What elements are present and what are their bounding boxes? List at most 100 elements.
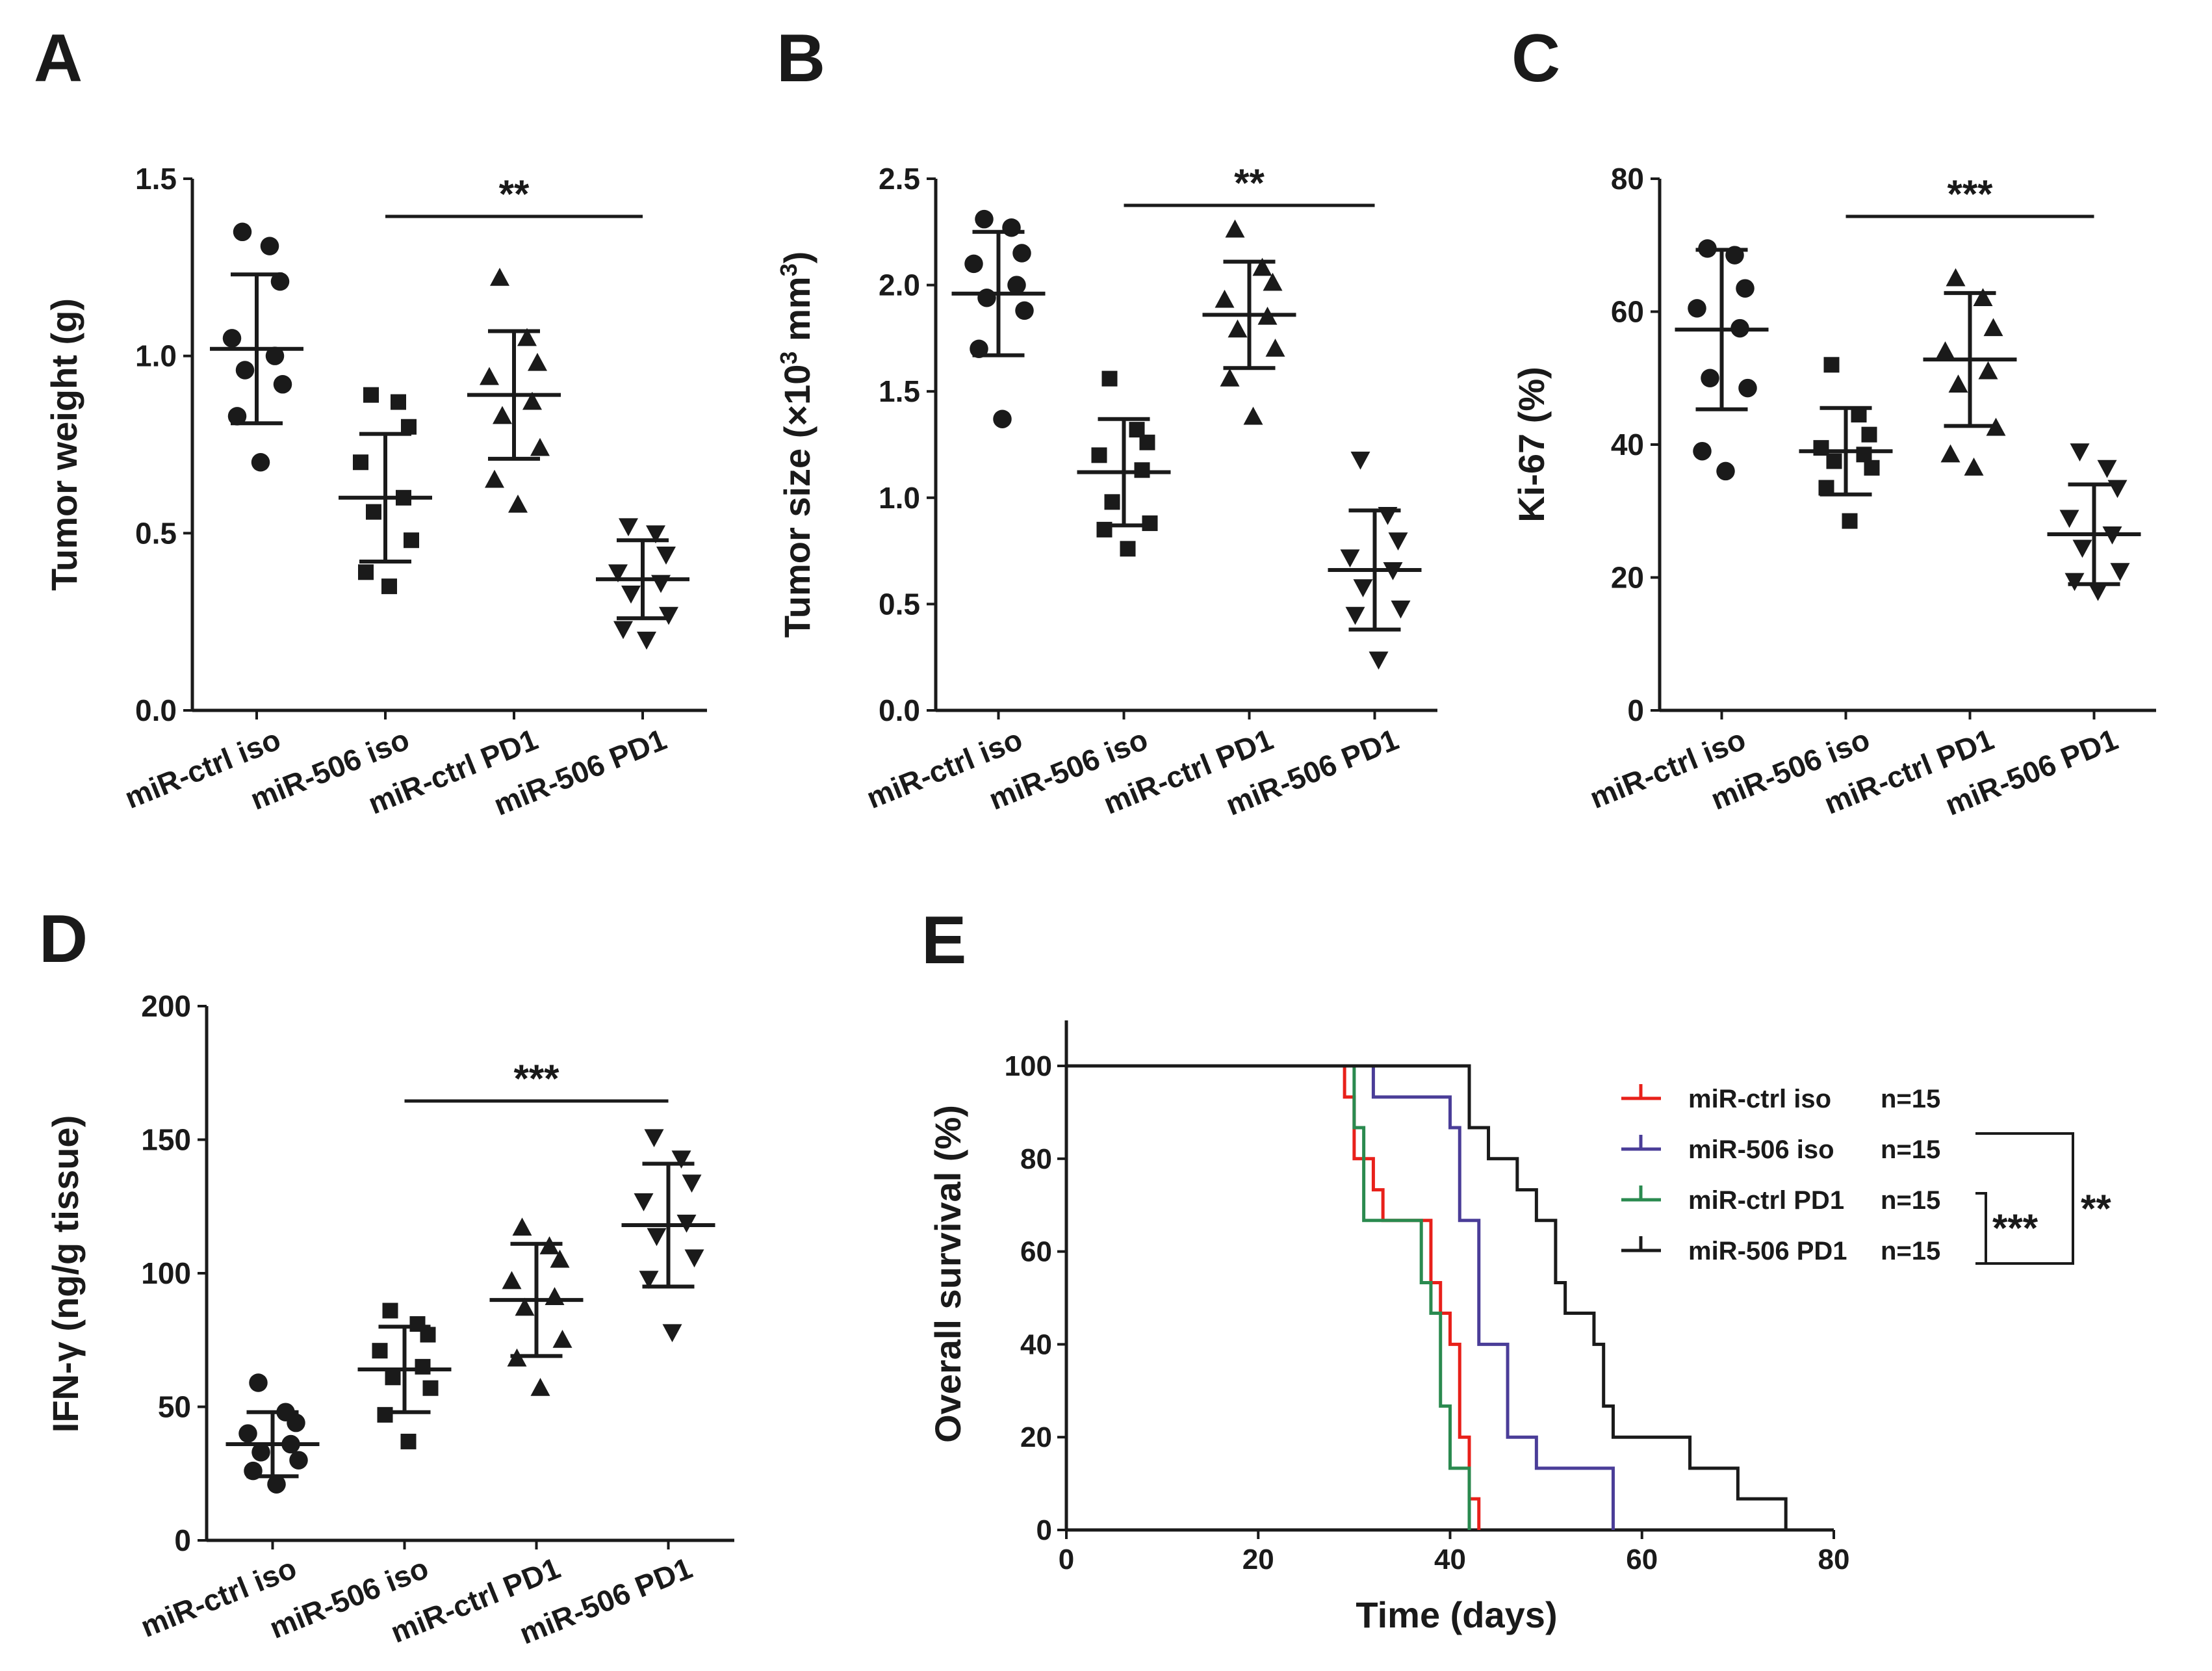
y-tick-label: 1.5 bbox=[879, 374, 920, 408]
y-tick-label: 40 bbox=[1020, 1328, 1052, 1360]
data-point-mir-ctrl-iso bbox=[1015, 301, 1034, 320]
data-point-mir-ctrl-pd1 bbox=[493, 406, 512, 424]
data-point-mir-ctrl-pd1 bbox=[480, 367, 499, 385]
data-point-mir-506-pd1 bbox=[608, 564, 628, 583]
data-point-mir-506-iso bbox=[422, 1380, 439, 1396]
x-axis-title: Time (days) bbox=[1356, 1594, 1557, 1635]
y-tick-label: 100 bbox=[141, 1256, 191, 1290]
data-point-mir-506-iso bbox=[1101, 370, 1118, 387]
data-point-mir-506-pd1 bbox=[619, 518, 638, 537]
y-tick-label: 1.0 bbox=[879, 481, 920, 515]
comparison-label-outer: ** bbox=[2081, 1187, 2111, 1230]
legend-n-mir-ctrl-pd1: n=15 bbox=[1881, 1186, 1940, 1215]
y-tick-label: 0.5 bbox=[135, 516, 177, 550]
x-tick-label: 60 bbox=[1626, 1544, 1658, 1575]
data-point-mir-506-iso bbox=[1864, 460, 1880, 476]
data-point-mir-ctrl-iso bbox=[227, 407, 247, 426]
y-tick-label: 20 bbox=[1020, 1421, 1052, 1453]
data-point-mir-506-iso bbox=[415, 1358, 431, 1375]
significance-label: *** bbox=[513, 1057, 559, 1100]
data-point-mir-ctrl-iso bbox=[1716, 461, 1735, 481]
data-point-mir-ctrl-pd1 bbox=[515, 1297, 535, 1316]
data-point-mir-506-iso bbox=[363, 387, 379, 403]
y-tick-label: 0 bbox=[174, 1523, 191, 1557]
data-point-mir-506-iso bbox=[400, 1433, 417, 1449]
data-point-mir-506-iso bbox=[1842, 513, 1858, 529]
survival-curve-mir-ctrl-pd1 bbox=[1066, 1064, 1471, 1530]
y-axis-title: Tumor weight (g) bbox=[44, 298, 84, 591]
panel-label: E bbox=[921, 903, 966, 978]
data-point-mir-ctrl-iso bbox=[270, 272, 290, 291]
survival-curve-mir-ctrl-iso bbox=[1066, 1064, 1481, 1530]
data-point-mir-ctrl-pd1 bbox=[1263, 272, 1283, 291]
data-point-mir-ctrl-iso bbox=[260, 237, 279, 255]
data-point-mir-506-pd1 bbox=[2097, 460, 2117, 478]
y-tick-label: 150 bbox=[141, 1123, 191, 1157]
data-point-mir-ctrl-pd1 bbox=[1243, 406, 1263, 425]
data-point-mir-506-iso bbox=[385, 1369, 401, 1386]
panel-label: B bbox=[777, 21, 825, 96]
data-point-mir-ctrl-iso bbox=[1012, 244, 1031, 263]
data-point-mir-ctrl-pd1 bbox=[485, 469, 504, 488]
data-point-mir-506-iso bbox=[1120, 541, 1136, 557]
legend-n-mir-ctrl-iso: n=15 bbox=[1881, 1085, 1940, 1113]
data-point-mir-506-iso bbox=[1142, 515, 1158, 532]
data-point-mir-506-pd1 bbox=[2070, 443, 2090, 461]
data-point-mir-ctrl-pd1 bbox=[1973, 288, 1993, 307]
data-point-mir-ctrl-pd1 bbox=[490, 267, 509, 286]
y-tick-label: 0 bbox=[1036, 1514, 1052, 1546]
data-point-mir-ctrl-iso bbox=[238, 1424, 257, 1443]
data-point-mir-ctrl-iso bbox=[251, 1443, 270, 1462]
data-point-mir-ctrl-pd1 bbox=[530, 1377, 550, 1396]
data-point-mir-506-iso bbox=[404, 532, 419, 549]
y-tick-label: 80 bbox=[1020, 1143, 1052, 1175]
legend-label-mir-506-iso: miR-506 iso bbox=[1688, 1135, 1834, 1164]
data-point-mir-506-pd1 bbox=[639, 1271, 659, 1289]
data-point-mir-506-pd1 bbox=[1345, 606, 1365, 625]
survival-curve-mir-506-pd1 bbox=[1066, 1064, 1788, 1530]
data-point-mir-ctrl-pd1 bbox=[552, 1330, 572, 1348]
data-point-mir-506-pd1 bbox=[637, 631, 656, 650]
data-point-mir-506-iso bbox=[1104, 494, 1120, 510]
data-point-mir-ctrl-pd1 bbox=[508, 494, 528, 513]
data-point-mir-506-pd1 bbox=[613, 621, 633, 640]
y-tick-label: 1.5 bbox=[135, 162, 177, 196]
legend-label-mir-506-pd1: miR-506 PD1 bbox=[1688, 1237, 1847, 1265]
comparison-bracket-outer bbox=[1975, 1132, 2074, 1265]
data-point-mir-ctrl-iso bbox=[267, 1475, 286, 1494]
data-point-mir-ctrl-pd1 bbox=[545, 1287, 565, 1305]
data-point-mir-ctrl-iso bbox=[977, 288, 996, 307]
data-point-mir-506-iso bbox=[381, 578, 397, 595]
data-point-mir-ctrl-iso bbox=[1007, 276, 1026, 294]
y-tick-label: 0.0 bbox=[135, 693, 177, 727]
data-point-mir-506-pd1 bbox=[2059, 510, 2079, 528]
significance-label: *** bbox=[1947, 172, 1993, 216]
panel-label: D bbox=[39, 901, 88, 977]
data-point-mir-ctrl-iso bbox=[233, 222, 252, 242]
data-point-mir-ctrl-pd1 bbox=[1215, 289, 1235, 308]
data-point-mir-506-pd1 bbox=[682, 1174, 702, 1193]
legend-label-mir-ctrl-iso: miR-ctrl iso bbox=[1688, 1085, 1831, 1113]
data-point-mir-ctrl-pd1 bbox=[1228, 319, 1248, 338]
y-axis-title-part: mm bbox=[777, 276, 817, 351]
data-point-mir-ctrl-iso bbox=[265, 346, 285, 365]
survival-curve-mir-506-iso bbox=[1066, 1064, 1615, 1530]
data-point-mir-506-iso bbox=[1139, 434, 1155, 450]
data-point-mir-506-iso bbox=[1823, 357, 1840, 373]
data-point-mir-ctrl-pd1 bbox=[517, 328, 537, 346]
data-point-mir-506-iso bbox=[1091, 447, 1107, 463]
data-point-mir-506-iso bbox=[377, 1406, 393, 1423]
y-tick-label: 1.0 bbox=[135, 339, 177, 373]
data-point-mir-506-pd1 bbox=[647, 1228, 667, 1247]
data-point-mir-506-pd1 bbox=[671, 1150, 691, 1169]
data-point-mir-506-pd1 bbox=[1391, 600, 1411, 619]
data-point-mir-ctrl-iso bbox=[287, 1413, 305, 1432]
y-tick-label: 200 bbox=[141, 989, 191, 1023]
data-point-mir-ctrl-pd1 bbox=[1948, 374, 1968, 393]
data-point-mir-506-pd1 bbox=[2110, 563, 2130, 582]
data-point-mir-ctrl-iso bbox=[1693, 441, 1712, 461]
